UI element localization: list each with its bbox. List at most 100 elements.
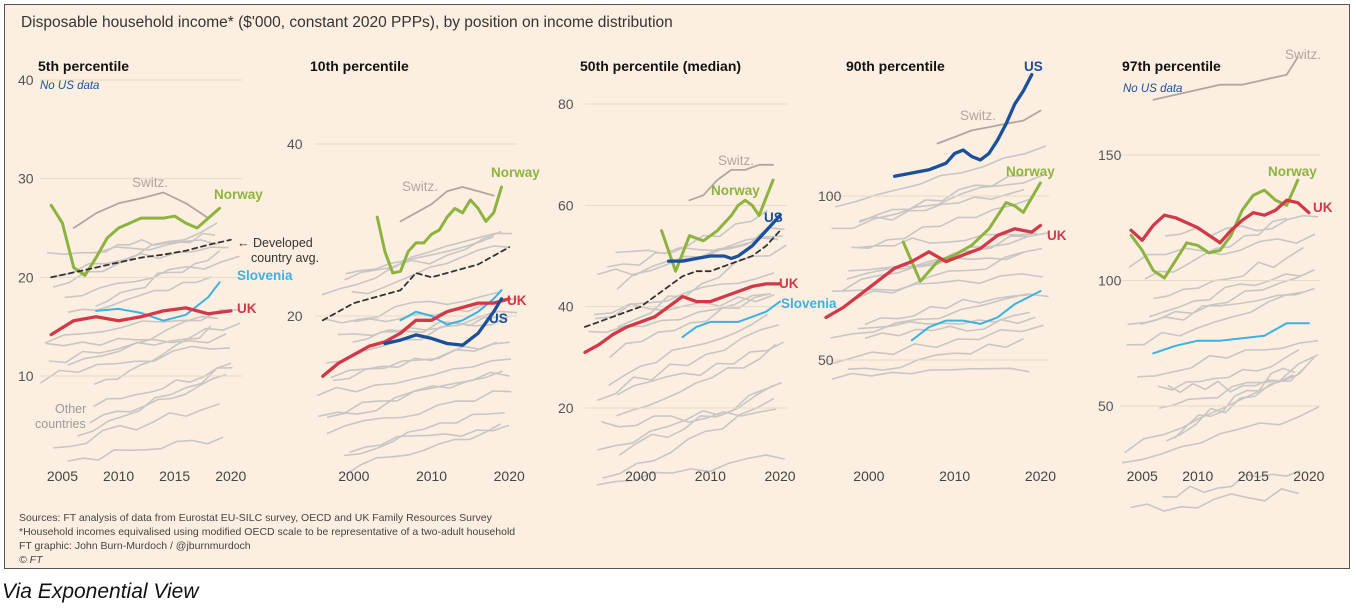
- series-line-slovenia: [681, 300, 781, 339]
- other-country-line: [1127, 287, 1315, 326]
- y-tick-label: 40: [18, 72, 34, 88]
- series-line-us: [383, 297, 504, 347]
- other-countries-lines: [39, 145, 1320, 512]
- annotation-label: ← Developed: [237, 236, 313, 250]
- other-country-line: [1159, 366, 1306, 409]
- series-line-norway: [660, 178, 775, 273]
- other-country-line: [344, 232, 513, 281]
- other-country-line: [93, 232, 216, 254]
- other-country-line: [345, 235, 495, 275]
- other-country-line: [1158, 348, 1300, 391]
- other-country-line: [1121, 406, 1320, 464]
- other-country-line: [616, 341, 784, 396]
- other-country-line: [1165, 356, 1315, 442]
- series-label-us: US: [764, 210, 783, 225]
- series-line-dev: [584, 229, 781, 328]
- other-country-line: [847, 337, 1024, 371]
- other-country-line: [851, 198, 1030, 249]
- other-country-line: [617, 244, 787, 328]
- series-label-switz: Switz.: [960, 108, 996, 123]
- other-country-line: [609, 292, 772, 359]
- other-country-line: [618, 381, 782, 456]
- series-line-uk: [583, 282, 782, 354]
- panel-1: 10 20 30 40 2005 2010 2015 2020 Switz. Norway Slov…: [18, 58, 319, 484]
- series-line-switz: [688, 163, 774, 202]
- other-country-line: [345, 423, 501, 476]
- series-line-switz: [72, 191, 210, 229]
- y-tick-label: 150: [1098, 147, 1122, 163]
- other-country-line: [602, 397, 775, 479]
- series-line-switz: [1152, 56, 1299, 101]
- other-country-line: [864, 316, 1036, 340]
- x-tick-label: 2020: [764, 468, 795, 484]
- series-label-switz: Switz.: [132, 175, 168, 190]
- panel-3: 20 40 60 80 2000 2010 2020 Switz. Norway Slovenia…: [558, 58, 837, 484]
- series-label-uk: UK: [1313, 200, 1333, 215]
- x-tick-label: 2010: [695, 468, 726, 484]
- other-country-line: [67, 322, 241, 366]
- other-country-line: [351, 245, 510, 295]
- series-label-us: US: [1024, 59, 1043, 74]
- other-country-line: [588, 293, 771, 334]
- x-tick-label: 2010: [416, 468, 447, 484]
- x-tick-label: 2000: [625, 468, 656, 484]
- x-tick-label: 2010: [939, 468, 970, 484]
- panel-note: No US data: [40, 80, 99, 92]
- other-country-line: [1140, 268, 1315, 326]
- series-line-switz: [399, 186, 495, 223]
- credit-text: FT graphic: John Burn-Murdoch / @jburnmu…: [19, 540, 251, 552]
- panel-title: 97th percentile: [1122, 58, 1221, 74]
- other-country-line: [857, 311, 1031, 330]
- panel-title: 90th percentile: [846, 58, 945, 74]
- other-country-line: [316, 358, 512, 397]
- copyright-text: © FT: [19, 554, 43, 566]
- other-country-line: [67, 436, 224, 462]
- series-label-uk: UK: [779, 276, 799, 291]
- y-tick-label: 30: [18, 171, 34, 187]
- annotation-label: Other: [55, 402, 86, 416]
- series-label-uk: UK: [237, 301, 257, 316]
- x-tick-label: 2005: [1127, 468, 1158, 484]
- other-country-line: [1126, 291, 1304, 346]
- annotation-label: country avg.: [251, 251, 319, 265]
- y-tick-label: 100: [818, 188, 842, 204]
- other-country-line: [601, 408, 776, 428]
- footnote-text: *Household incomes equivalised using mod…: [19, 526, 516, 538]
- series-line-dev: [50, 238, 232, 279]
- x-tick-label: 2010: [1182, 468, 1213, 484]
- x-tick-label: 2015: [1238, 468, 1269, 484]
- series-label-us: US: [489, 311, 508, 326]
- series-label-norway: Norway: [1268, 164, 1317, 179]
- other-country-line: [831, 367, 1030, 380]
- x-tick-label: 2000: [338, 468, 369, 484]
- panel-title: 50th percentile (median): [580, 58, 741, 74]
- other-country-line: [1144, 217, 1288, 280]
- series-line-norway: [901, 181, 1042, 283]
- other-country-line: [864, 294, 1029, 326]
- other-country-line: [343, 412, 505, 457]
- series-label-switz: Switz.: [1285, 47, 1321, 62]
- y-tick-label: 80: [558, 96, 574, 112]
- x-tick-label: 2020: [215, 468, 246, 484]
- other-country-line: [835, 145, 1047, 208]
- series-label-norway: Norway: [214, 187, 263, 202]
- other-country-line: [77, 367, 233, 437]
- other-country-line: [832, 272, 1043, 293]
- other-country-line: [1148, 273, 1301, 318]
- other-country-line: [95, 250, 221, 308]
- series-line-norway: [1129, 178, 1300, 280]
- other-country-line: [596, 454, 785, 486]
- series-line-uk: [321, 297, 511, 378]
- series-label-slovenia: Slovenia: [781, 296, 837, 311]
- other-country-line: [607, 209, 768, 268]
- other-country-line: [1130, 487, 1299, 512]
- y-tick-label: 40: [287, 136, 303, 152]
- other-country-line: [89, 373, 227, 424]
- x-tick-label: 2020: [494, 468, 525, 484]
- other-country-line: [595, 272, 775, 320]
- panel-title: 5th percentile: [38, 58, 129, 74]
- x-tick-label: 2010: [103, 468, 134, 484]
- series-line-uk: [49, 306, 233, 337]
- other-country-line: [831, 173, 1045, 230]
